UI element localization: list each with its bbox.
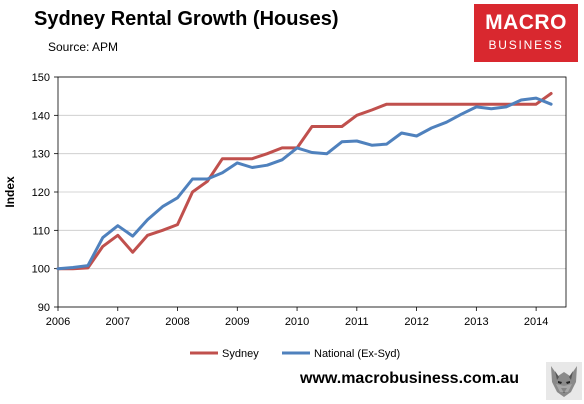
x-tick-label: 2012 <box>404 316 428 328</box>
y-axis-ticks: 90 100 110 120 130 140 150 <box>32 72 58 314</box>
series-line-sydney <box>56 92 553 271</box>
y-tick-label: 90 <box>38 302 50 314</box>
logo-line-business: BUSINESS <box>488 38 564 52</box>
chart-series <box>56 92 553 271</box>
legend-label: National (Ex-Syd) <box>314 348 400 360</box>
website-url: www.macrobusiness.com.au <box>300 370 520 387</box>
x-tick-label: 2008 <box>165 316 189 328</box>
logo-line-macro: MACRO <box>485 11 567 34</box>
x-axis-ticks: 2006 2007 2008 2009 2010 2011 2012 2013 2014 <box>46 307 548 328</box>
chart-source: Source: APM <box>48 40 119 54</box>
y-tick-label: 120 <box>32 187 50 199</box>
series-line-national <box>56 96 553 271</box>
chart-legend: Sydney National (Ex-Syd) <box>190 348 400 360</box>
x-tick-label: 2011 <box>345 316 369 328</box>
x-tick-label: 2013 <box>464 316 488 328</box>
x-tick-label: 2006 <box>46 316 70 328</box>
macrobusiness-logo: MACRO BUSINESS <box>474 4 578 62</box>
chart-title: Sydney Rental Growth (Houses) <box>34 8 339 30</box>
x-tick-label: 2007 <box>106 316 130 328</box>
x-tick-label: 2014 <box>524 316 548 328</box>
x-tick-label: 2009 <box>225 316 249 328</box>
chart-gridlines <box>58 76 566 308</box>
y-tick-label: 140 <box>32 110 50 122</box>
x-tick-label: 2010 <box>285 316 309 328</box>
y-axis-label: Index <box>3 176 17 208</box>
wolf-logo-icon <box>546 362 582 400</box>
y-tick-label: 150 <box>32 72 50 84</box>
y-tick-label: 100 <box>32 264 50 276</box>
y-tick-label: 110 <box>32 225 50 237</box>
legend-label: Sydney <box>222 348 259 360</box>
y-tick-label: 130 <box>32 149 50 161</box>
